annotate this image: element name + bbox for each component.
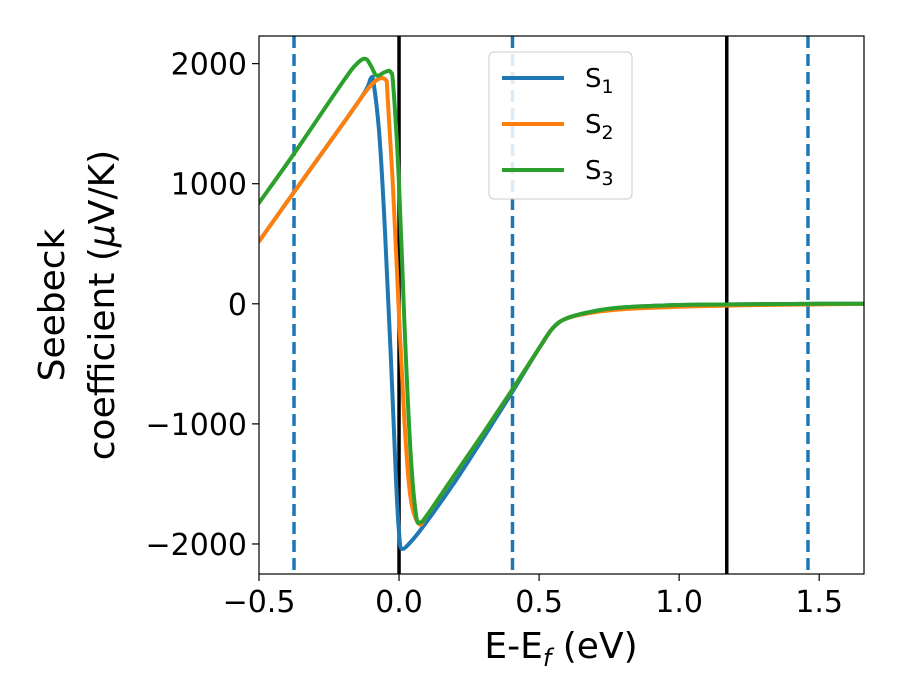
- legend-label-s1: S1: [585, 64, 614, 98]
- y-tick-label: −2000: [146, 528, 247, 563]
- legend-label-s2: S2: [585, 110, 614, 144]
- plot-frame: [258, 35, 865, 575]
- x-tick-label: 0.0: [375, 585, 423, 620]
- legend-label-s3: S3: [585, 156, 614, 190]
- x-axis-label: E-Ef (eV): [484, 626, 637, 672]
- y-tick-label: 2000: [171, 48, 247, 83]
- x-tick-label: −0.5: [223, 585, 296, 620]
- y-tick-label: 1000: [171, 168, 247, 203]
- y-tick-label: 0: [228, 288, 247, 323]
- x-tick-label: 0.5: [515, 585, 563, 620]
- series-line-s3: [259, 56, 864, 525]
- x-tick-label: 1.0: [655, 585, 703, 620]
- y-axis-label-line2: coefficient (μV/K): [82, 150, 123, 460]
- legend: S1 S2 S3: [488, 51, 633, 200]
- y-axis-label: Seebeck coefficient (μV/K): [32, 150, 123, 460]
- y-axis-ticks: −2000 −1000 0 1000 2000: [146, 48, 259, 563]
- y-tick-label: −1000: [146, 408, 247, 443]
- x-tick-label: 1.5: [795, 585, 843, 620]
- x-axis-ticks: −0.5 0.0 0.5 1.0 1.5: [223, 574, 843, 620]
- y-axis-label-line1: Seebeck: [32, 228, 73, 381]
- data-series: [259, 56, 864, 551]
